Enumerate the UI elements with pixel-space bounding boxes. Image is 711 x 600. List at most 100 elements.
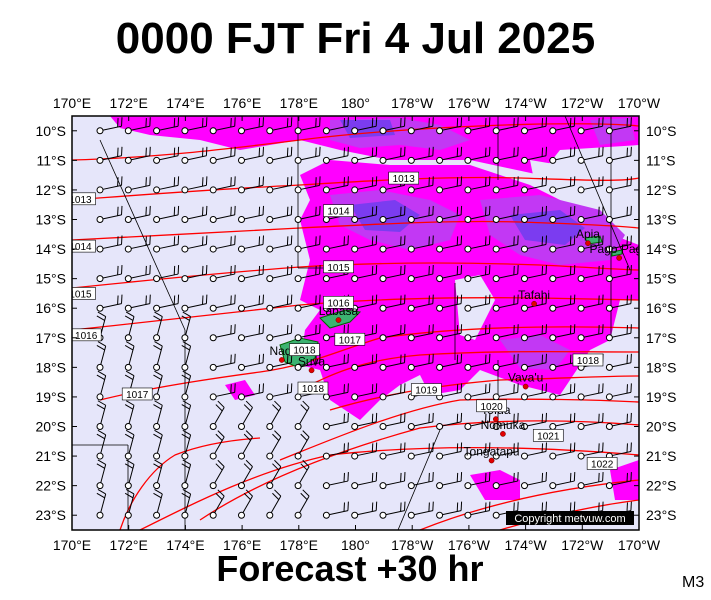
wind-barb [96, 429, 107, 460]
wind-barb [521, 324, 547, 342]
wind-barb [464, 235, 491, 253]
isobar-label-box [323, 204, 354, 217]
wind-barbs [96, 117, 632, 519]
wind-barb [577, 324, 604, 342]
lat-tick-left: 17°S [35, 330, 66, 346]
wind-barb [436, 472, 463, 490]
wind-barb [124, 341, 135, 371]
wind-barb [436, 442, 463, 460]
lon-tick-top: 174°W [505, 95, 548, 111]
isobar-labels: 1013 1014 1015 1016 1017 1018 1018 1018 1019 1020… [69, 171, 618, 470]
lat-tick-right: 18°S [646, 359, 677, 375]
isobar-1023 [419, 479, 639, 530]
lon-tick-bottom: 174°W [505, 537, 548, 553]
isobar-label: 1015 [69, 289, 92, 300]
wind-barb [153, 459, 163, 490]
place-dot [531, 300, 537, 307]
lat-tick-right: 20°S [646, 419, 677, 435]
wind-barb [238, 117, 264, 135]
wind-barb [266, 146, 293, 164]
wind-barb [209, 117, 236, 135]
wind-barb [379, 235, 406, 253]
place-dot [278, 357, 285, 363]
wind-barb [492, 235, 519, 253]
wind-barb [521, 383, 547, 401]
wind-barb [577, 265, 604, 283]
lat-tick-right: 23°S [646, 507, 677, 523]
copyright-text: Copyright metvuw.com [514, 513, 625, 525]
wind-barb [605, 265, 632, 283]
wind-barb [96, 341, 107, 371]
wind-barb [294, 400, 310, 430]
isobar-label: 1015 [327, 263, 350, 274]
wind-barb [238, 489, 253, 519]
lat-ticks-left: 10°S 11°S 12°S 13°S 14°S 15°S 16°S 17°S 18°S 19°S… [35, 123, 77, 523]
isobar-1021 [199, 420, 639, 521]
lon-tick-bottom: 172°W [561, 537, 604, 553]
isobar-label-box [72, 328, 102, 342]
wind-barb [124, 459, 135, 490]
wind-barb [322, 146, 349, 164]
intense-rain-1 [350, 200, 420, 232]
lon-tick-bottom: 172°E [110, 537, 148, 553]
place-dot [500, 431, 506, 437]
lat-tick-left: 20°S [35, 419, 66, 435]
wind-barb [322, 412, 349, 430]
lat-tick-right: 10°S [646, 123, 677, 139]
wind-barb [549, 265, 576, 283]
lon-tick-top: 176°E [223, 95, 261, 111]
wind-barb [351, 265, 378, 283]
isobar-label-box [572, 353, 604, 367]
wind-barb [521, 117, 547, 135]
wind-barb [124, 489, 135, 519]
wind-barb [181, 117, 208, 135]
lon-tick-top: 172°W [561, 95, 604, 111]
lat-tick-left: 16°S [35, 300, 66, 316]
wind-barb [124, 311, 135, 342]
isobar-label-box [388, 171, 419, 185]
place-label: Pago Pago [589, 242, 649, 256]
lon-ticks-top: 170°E 172°E 174°E 176°E 178°E 180° 178°W 176°W 1… [53, 95, 661, 121]
isobar-1020 [279, 398, 639, 461]
wind-barb [294, 146, 321, 164]
lon-tick-bottom: 178°E [280, 537, 318, 553]
place-dot [488, 457, 495, 464]
lat-ticks-right: 10°S 11°S 12°S 13°S 14°S 15°S 16°S 17°S 18°S 19°S… [634, 123, 677, 523]
wind-barb [492, 324, 519, 342]
copyright-box [506, 511, 634, 525]
wind-barb [181, 146, 208, 164]
wind-barb [294, 176, 321, 194]
rain-area-west [225, 380, 255, 400]
wind-barb [209, 146, 236, 164]
dry-patch-2 [530, 160, 560, 190]
place-label: Nomuka [481, 418, 526, 432]
wind-barb [351, 501, 378, 519]
wind-barb [407, 205, 434, 223]
wind-barb [521, 235, 547, 253]
isobar-label: 1018 [302, 384, 325, 395]
wind-barb [96, 459, 107, 490]
wind-barb [605, 176, 632, 194]
isobar-label-box [72, 287, 96, 300]
lat-tick-right: 14°S [646, 241, 677, 257]
place-dot [308, 367, 315, 374]
wind-barb [153, 146, 180, 164]
wind-barb [464, 353, 491, 371]
wind-barb [124, 429, 135, 460]
wind-barb [577, 412, 604, 430]
wind-barb [181, 459, 192, 490]
wind-barb [96, 489, 107, 519]
tutuila [611, 249, 623, 257]
wind-barb [436, 205, 463, 223]
wind-barb [322, 176, 349, 194]
isobar-label: 1021 [537, 431, 560, 442]
wind-barb [577, 383, 604, 401]
wind-barb [407, 472, 434, 490]
wind-barb [379, 472, 406, 490]
wind-barb [153, 176, 180, 194]
wind-barb [492, 146, 519, 164]
wind-barb [322, 472, 349, 490]
isobar-lines [72, 123, 639, 530]
wind-barb [181, 429, 192, 460]
